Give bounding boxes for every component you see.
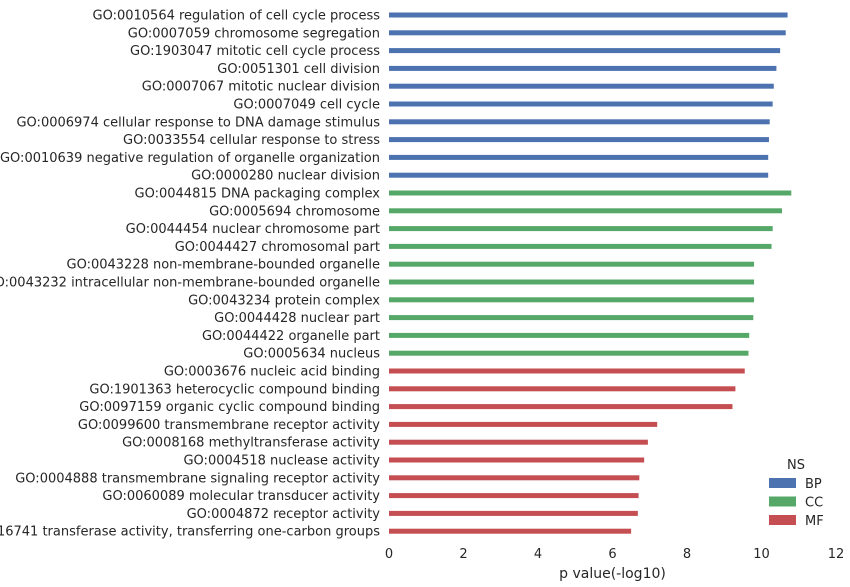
- x-tick-label: 8: [683, 547, 691, 562]
- category-label: GO:1901363 heterocyclic compound binding: [89, 382, 380, 397]
- legend-swatch-mf: [769, 515, 796, 525]
- legend-label-mf: MF: [805, 514, 824, 529]
- category-label: GO:0044427 chromosomal part: [175, 240, 380, 255]
- category-label: GO:0004872 receptor activity: [187, 507, 381, 522]
- category-label: GO:0051301 cell division: [217, 62, 380, 77]
- x-tick-label: 12: [828, 547, 845, 562]
- bar-bp-9: [389, 172, 769, 178]
- category-label: GO:0043234 protein complex: [188, 293, 380, 308]
- legend-swatch-bp: [769, 478, 796, 488]
- bar-cc-13: [389, 243, 772, 249]
- category-label: GO:0044454 nuclear chromosome part: [126, 222, 380, 237]
- category-label: GO:0005634 nucleus: [243, 347, 380, 362]
- x-tick-label: 0: [385, 547, 393, 562]
- bar-mf-22: [389, 404, 733, 410]
- category-label: GO:0097159 organic cyclic compound bindi…: [79, 400, 380, 415]
- bar-cc-15: [389, 279, 755, 285]
- x-tick-label: 2: [459, 547, 467, 562]
- bar-bp-5: [389, 101, 773, 107]
- bar-mf-21: [389, 386, 736, 392]
- category-label: GO:0003676 nucleic acid binding: [164, 365, 380, 380]
- bar-bp-1: [389, 30, 786, 36]
- category-label: GO:0004518 nuclease activity: [183, 454, 380, 469]
- bar-cc-14: [389, 261, 755, 267]
- legend-label-bp: BP: [805, 477, 822, 492]
- bar-bp-6: [389, 119, 770, 125]
- x-tick-label: 10: [753, 547, 770, 562]
- category-label: GO:0060089 molecular transducer activity: [102, 489, 380, 504]
- category-label: GO:0010639 negative regulation of organe…: [0, 151, 380, 166]
- bar-mf-23: [389, 421, 658, 427]
- category-label: GO:0044422 organelle part: [202, 329, 380, 344]
- category-label: GO:0007049 cell cycle: [233, 98, 380, 113]
- x-tick-label: 4: [534, 547, 542, 562]
- bar-cc-18: [389, 332, 750, 338]
- bar-bp-0: [389, 12, 788, 18]
- bar-mf-25: [389, 457, 645, 463]
- bar-mf-29: [389, 528, 632, 534]
- bar-cc-17: [389, 315, 754, 321]
- category-label: GO:0008168 methyltransferase activity: [122, 436, 380, 451]
- category-label: GO:0044815 DNA packaging complex: [135, 187, 381, 202]
- category-label: GO:0000280 nuclear division: [191, 169, 380, 184]
- bar-bp-2: [389, 48, 781, 54]
- bar-bp-3: [389, 65, 777, 71]
- x-tick-label: 6: [608, 547, 616, 562]
- bar-bp-7: [389, 137, 769, 143]
- bar-cc-11: [389, 208, 782, 214]
- category-label: GO:0007067 mitotic nuclear division: [142, 80, 380, 95]
- bar-cc-19: [389, 350, 749, 356]
- bar-mf-27: [389, 493, 639, 499]
- x-axis-label: p value(-log10): [559, 566, 666, 582]
- bar-mf-26: [389, 475, 640, 481]
- bar-cc-12: [389, 226, 773, 232]
- category-label: GO:0005694 chromosome: [209, 204, 380, 219]
- legend-swatch-cc: [769, 496, 796, 507]
- legend-label-cc: CC: [805, 496, 823, 511]
- category-label: GO:0044428 nuclear part: [214, 311, 380, 326]
- category-label: GO:0010564 regulation of cell cycle proc…: [93, 9, 381, 24]
- category-label: GO:0043232 intracellular non-membrane-bo…: [0, 276, 380, 291]
- bar-cc-16: [389, 297, 755, 303]
- legend-title: NS: [787, 458, 805, 473]
- bar-bp-8: [389, 154, 769, 160]
- category-label: GO:0007059 chromosome segregation: [128, 26, 380, 41]
- category-label: GO:1903047 mitotic cell cycle process: [130, 44, 380, 59]
- category-label: GO:0006974 cellular response to DNA dama…: [16, 115, 380, 130]
- bar-mf-28: [389, 510, 638, 516]
- bar-mf-24: [389, 439, 648, 445]
- bar-bp-4: [389, 83, 774, 89]
- category-label: GO:0004888 transmembrane signaling recep…: [15, 471, 380, 486]
- category-label: GO:0016741 transferase activity, transfe…: [0, 525, 380, 540]
- category-label: GO:0099600 transmembrane receptor activi…: [78, 418, 380, 433]
- category-label: GO:0043228 non-membrane-bounded organell…: [67, 258, 381, 273]
- bar-mf-20: [389, 368, 745, 374]
- category-label: GO:0033554 cellular response to stress: [123, 133, 380, 148]
- bar-cc-10: [389, 190, 792, 196]
